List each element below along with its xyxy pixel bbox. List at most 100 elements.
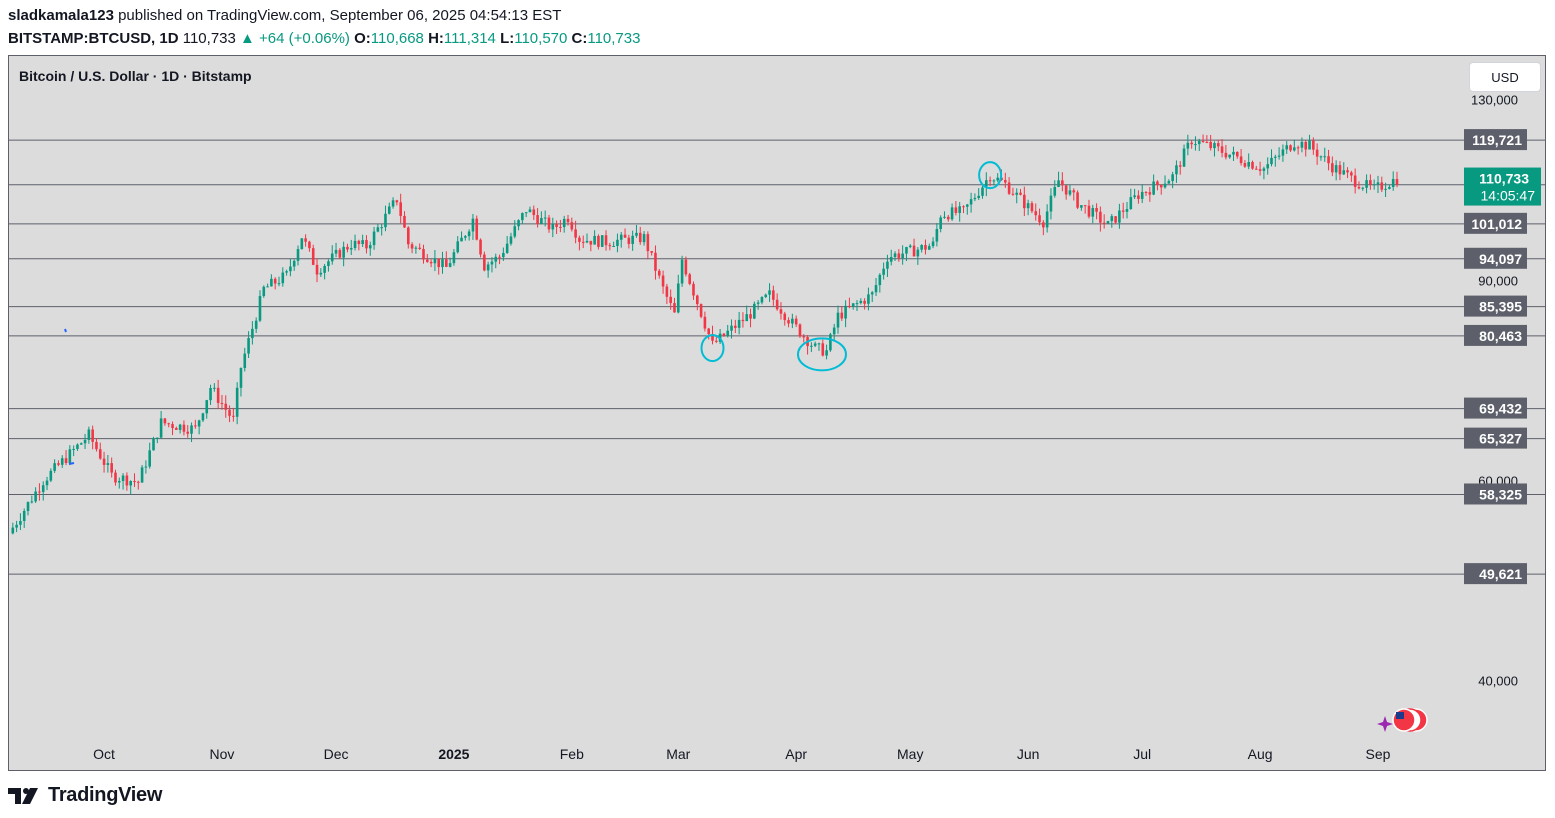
candle[interactable] xyxy=(1030,201,1034,214)
candle[interactable] xyxy=(45,476,49,491)
candle[interactable] xyxy=(330,245,334,265)
candle[interactable] xyxy=(406,226,410,249)
candle[interactable] xyxy=(794,315,798,328)
candle[interactable] xyxy=(53,459,56,473)
candle[interactable] xyxy=(981,185,984,199)
candle[interactable] xyxy=(201,412,205,423)
candle[interactable] xyxy=(775,293,779,311)
candle[interactable] xyxy=(258,290,262,323)
candle[interactable] xyxy=(1106,220,1110,224)
candle[interactable] xyxy=(1205,135,1209,144)
candle[interactable] xyxy=(11,522,15,535)
candle[interactable] xyxy=(1251,160,1254,170)
candle[interactable] xyxy=(376,223,380,233)
candle[interactable] xyxy=(699,303,703,319)
candle[interactable] xyxy=(338,248,342,259)
candle[interactable] xyxy=(927,243,931,251)
candle[interactable] xyxy=(1285,141,1289,154)
candle[interactable] xyxy=(490,257,494,273)
candle[interactable] xyxy=(319,268,323,277)
candle[interactable] xyxy=(1312,137,1315,155)
candle[interactable] xyxy=(844,300,847,328)
candle[interactable] xyxy=(289,258,292,277)
candle[interactable] xyxy=(836,305,840,334)
candle[interactable] xyxy=(197,419,201,435)
candle[interactable] xyxy=(152,436,155,451)
candle[interactable] xyxy=(216,379,220,409)
candle[interactable] xyxy=(403,211,406,228)
candle[interactable] xyxy=(1053,180,1057,198)
candle[interactable] xyxy=(1319,155,1323,161)
candle[interactable] xyxy=(140,465,144,483)
currency-button[interactable]: USD xyxy=(1469,62,1541,92)
candle[interactable] xyxy=(669,289,672,310)
candle[interactable] xyxy=(1068,184,1072,197)
candle[interactable] xyxy=(1007,177,1011,195)
candle[interactable] xyxy=(110,457,113,478)
candle[interactable] xyxy=(1262,166,1266,180)
candle[interactable] xyxy=(1388,184,1391,190)
candle[interactable] xyxy=(281,267,285,287)
candle[interactable] xyxy=(433,250,437,272)
candle[interactable] xyxy=(414,245,418,254)
candle[interactable] xyxy=(1232,146,1235,161)
candle[interactable] xyxy=(232,407,235,422)
candle[interactable] xyxy=(239,367,243,397)
candle[interactable] xyxy=(935,223,939,247)
candle[interactable] xyxy=(832,323,836,342)
candle[interactable] xyxy=(452,248,456,266)
candle[interactable] xyxy=(509,232,513,246)
candle[interactable] xyxy=(41,481,45,501)
candle[interactable] xyxy=(878,273,882,293)
candle[interactable] xyxy=(148,442,152,469)
candle[interactable] xyxy=(437,258,441,275)
candle[interactable] xyxy=(372,226,376,250)
candle[interactable] xyxy=(1197,138,1201,151)
candle[interactable] xyxy=(840,306,844,321)
candle[interactable] xyxy=(889,249,893,266)
candle[interactable] xyxy=(125,472,129,491)
candle[interactable] xyxy=(726,324,730,338)
candle[interactable] xyxy=(543,210,547,227)
candle[interactable] xyxy=(1118,203,1121,229)
candle[interactable] xyxy=(60,455,64,468)
candle[interactable] xyxy=(1372,179,1376,190)
candle[interactable] xyxy=(1061,172,1064,192)
candle[interactable] xyxy=(787,317,790,328)
candle[interactable] xyxy=(235,382,239,425)
candle[interactable] xyxy=(505,236,509,254)
candle[interactable] xyxy=(1395,171,1399,188)
candle[interactable] xyxy=(445,251,448,268)
candle[interactable] xyxy=(646,231,650,260)
candle[interactable] xyxy=(391,197,395,209)
candle[interactable] xyxy=(395,199,399,206)
candle[interactable] xyxy=(30,495,34,504)
candle[interactable] xyxy=(98,442,102,460)
candle[interactable] xyxy=(749,308,752,328)
candle[interactable] xyxy=(578,235,581,251)
candle[interactable] xyxy=(821,339,825,357)
candle[interactable] xyxy=(638,226,642,245)
candle[interactable] xyxy=(277,276,281,287)
candle[interactable] xyxy=(829,332,832,352)
candle[interactable] xyxy=(654,245,657,280)
candle[interactable] xyxy=(1270,149,1273,167)
candle[interactable] xyxy=(1243,160,1247,168)
candle[interactable] xyxy=(1274,154,1277,167)
candle[interactable] xyxy=(756,299,760,310)
candle[interactable] xyxy=(1369,174,1372,190)
candle[interactable] xyxy=(924,239,927,255)
candle[interactable] xyxy=(64,450,68,466)
candle[interactable] xyxy=(741,312,745,328)
candle[interactable] xyxy=(399,193,402,224)
candle[interactable] xyxy=(657,268,661,279)
candle[interactable] xyxy=(874,278,878,296)
candle[interactable] xyxy=(1281,144,1285,162)
candle[interactable] xyxy=(91,425,94,450)
candle[interactable] xyxy=(342,241,345,267)
candle[interactable] xyxy=(349,239,353,255)
candle[interactable] xyxy=(1304,140,1308,157)
candle[interactable] xyxy=(540,211,543,225)
candle[interactable] xyxy=(848,297,851,309)
annotation-circle[interactable] xyxy=(978,161,1003,190)
